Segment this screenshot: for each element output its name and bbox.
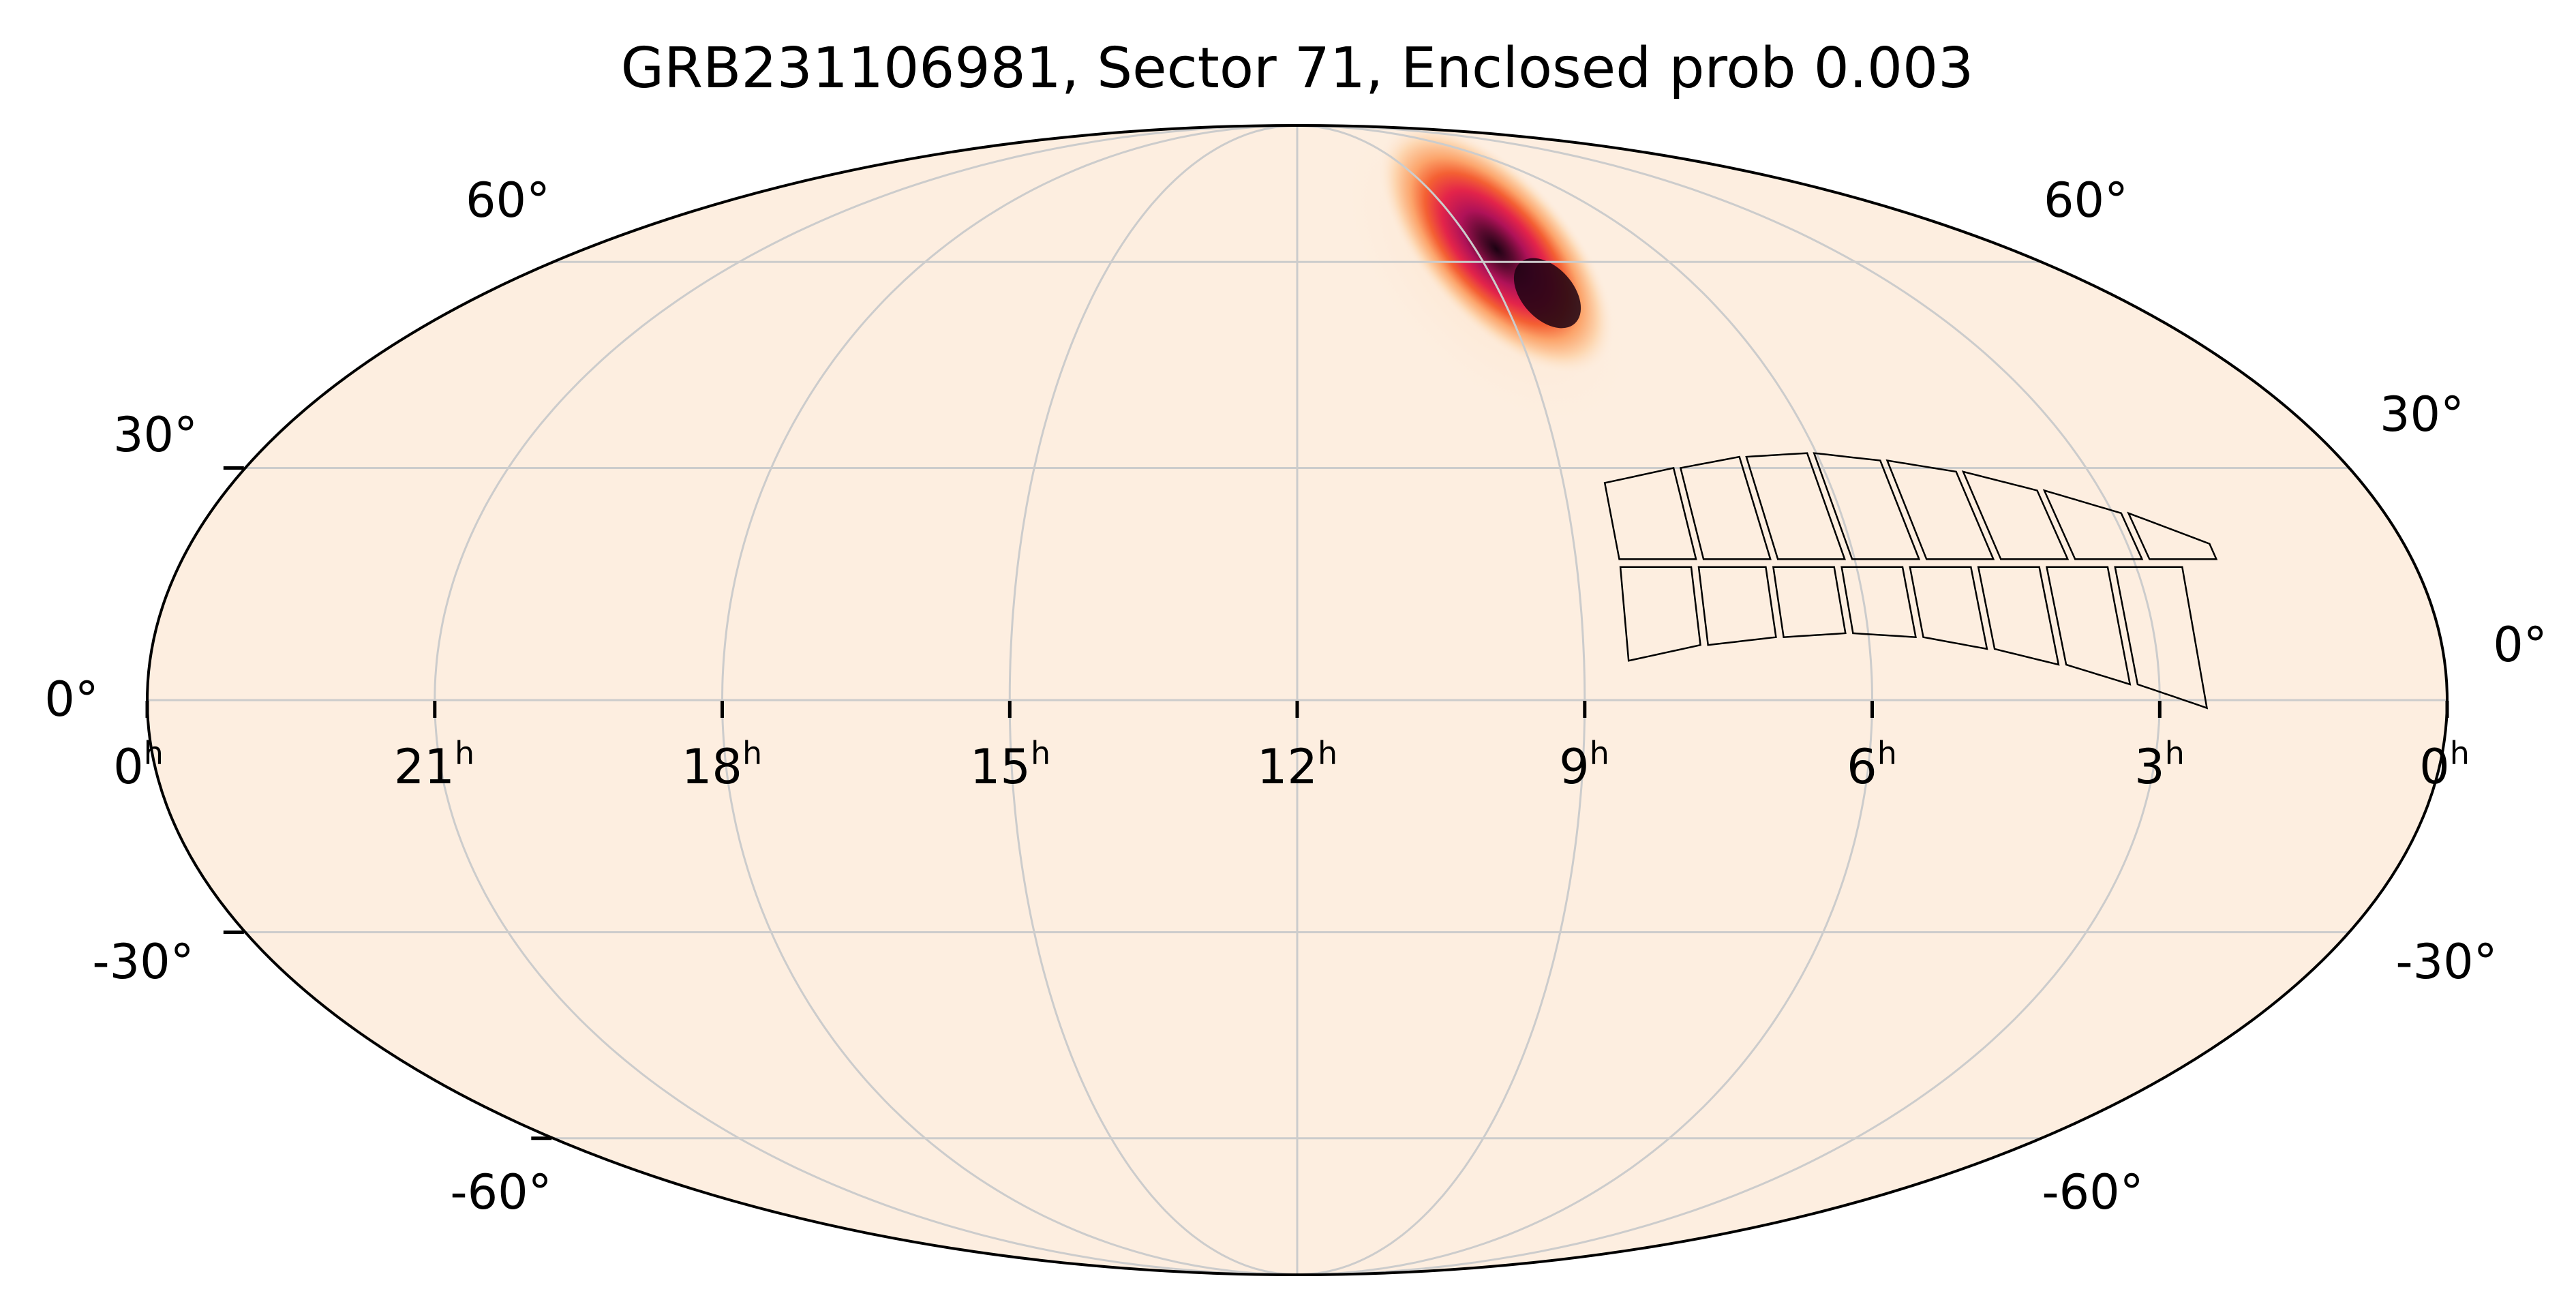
dec-tick-label-minus30-right: -30° (2395, 934, 2497, 990)
dec-tick-label-30-right: 30° (2380, 387, 2464, 442)
ra-tick-label-0h-right: 0h (2419, 735, 2470, 795)
ra-tick-label-0h-left: 0h (113, 735, 164, 795)
dec-tick-label-60-right: 60° (2044, 172, 2128, 228)
dec-tick-label-minus60-left: -60° (450, 1164, 551, 1220)
dec-tick-label-0-right: 0° (2493, 617, 2547, 673)
dec-tick-label-60-left: 60° (466, 172, 550, 228)
map-title: GRB231106981, Sector 71, Enclosed prob 0… (621, 36, 1974, 101)
dec-tick-label-minus60-right: -60° (2042, 1164, 2143, 1220)
dec-tick-label-minus30-left: -30° (92, 934, 194, 990)
dec-tick-label-0-left: 0° (44, 671, 99, 727)
dec-tick-label-30-left: 30° (113, 407, 198, 463)
